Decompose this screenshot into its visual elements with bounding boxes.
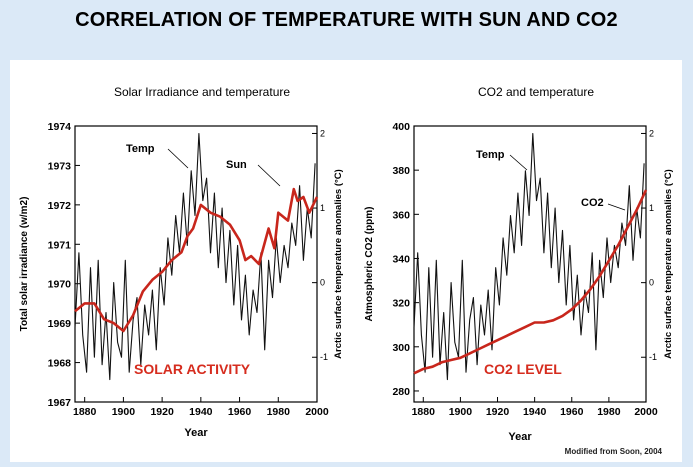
leader-temp <box>167 148 189 169</box>
y-tick-label: 1973 <box>48 160 72 172</box>
y-tick-label: 400 <box>392 121 410 133</box>
annotation-solar-activity: SOLAR ACTIVITY <box>134 361 251 377</box>
x-tick-label: 1880 <box>412 406 436 418</box>
y-axis-label: Atmospheric CO2 (ppm) <box>364 206 375 321</box>
chart-title: Solar Irradiance and temperature <box>114 85 290 99</box>
series-sun-line <box>74 187 319 333</box>
series-layer <box>413 132 648 381</box>
x-tick-label: 1940 <box>523 406 547 418</box>
y-tick-label: 1968 <box>48 358 72 370</box>
x-axis-label: Year <box>508 431 532 443</box>
series-temp-line <box>74 132 316 381</box>
y2-axis-label: Arctic surface temperature anomalies (°C… <box>333 169 344 359</box>
x-tick-label: 1960 <box>228 406 252 418</box>
chart-title: CO2 and temperature <box>478 85 594 99</box>
annotation-co2-level: CO2 LEVEL <box>484 361 562 377</box>
y-tick-label: 320 <box>392 298 410 310</box>
co2-chart: CO2 and temperature 1880 1900 1920 1940 1960… <box>364 85 674 443</box>
y-tick-label: 1972 <box>48 200 72 212</box>
series-layer <box>74 132 319 381</box>
x-axis-label: Year <box>184 427 208 439</box>
series-label-sun: Sun <box>226 159 247 171</box>
leader-temp <box>509 154 528 171</box>
y-tick-label: 300 <box>392 342 410 354</box>
leader-co2 <box>607 203 626 211</box>
y2-tick-label: 1 <box>649 203 654 213</box>
x-tick-label: 1980 <box>597 406 621 418</box>
axis-ticks: 1880 1900 1920 1940 1960 1980 2000 280 300 320 340… <box>392 121 657 418</box>
x-tick-label: 1880 <box>73 406 97 418</box>
y2-tick-label: 1 <box>320 203 325 213</box>
y-tick-label: 1970 <box>48 279 72 291</box>
y2-tick-label: -1 <box>649 352 657 362</box>
y2-tick-label: -1 <box>320 352 328 362</box>
y-axis-label: Total solar irradiance (w/m2) <box>19 197 30 332</box>
y2-tick-label: 0 <box>320 278 325 288</box>
axis-ticks: 1880 1900 1920 1940 1960 1980 2000 1967 1968 1969… <box>48 121 329 418</box>
x-tick-label: 1920 <box>150 406 174 418</box>
y-tick-label: 360 <box>392 209 410 221</box>
x-tick-label: 1900 <box>449 406 473 418</box>
y2-tick-label: 2 <box>649 128 654 138</box>
x-tick-label: 2000 <box>634 406 658 418</box>
plot-frame <box>413 125 647 403</box>
series-co2-line <box>413 189 648 375</box>
series-label-temp: Temp <box>476 149 505 161</box>
y-tick-label: 1969 <box>48 318 72 330</box>
page-header: CORRELATION OF TEMPERATURE WITH SUN AND … <box>0 0 693 40</box>
series-temp-line <box>413 132 645 381</box>
x-tick-label: 1940 <box>189 406 213 418</box>
x-tick-label: 2000 <box>305 406 329 418</box>
y-tick-label: 1971 <box>48 239 72 251</box>
y-tick-label: 280 <box>392 386 410 398</box>
y-tick-label: 1974 <box>48 121 72 133</box>
y2-axis-label: Arctic surface temperature anomalies (°C… <box>663 169 674 359</box>
series-label-co2: CO2 <box>581 197 604 209</box>
y2-tick-label: 2 <box>320 128 325 138</box>
series-label-temp: Temp <box>126 143 155 155</box>
y-tick-label: 340 <box>392 253 410 265</box>
x-tick-label: 1900 <box>112 406 136 418</box>
y-tick-label: 1967 <box>48 397 72 409</box>
x-tick-label: 1980 <box>267 406 291 418</box>
x-tick-label: 1920 <box>486 406 510 418</box>
page-title: CORRELATION OF TEMPERATURE WITH SUN AND … <box>75 8 618 31</box>
y2-tick-label: 0 <box>649 278 654 288</box>
x-tick-label: 1960 <box>560 406 584 418</box>
plot-frame <box>74 125 318 403</box>
y-tick-label: 380 <box>392 165 410 177</box>
charts-panel: Solar Irradiance and temperature 1880 190… <box>10 60 682 462</box>
solar-chart: Solar Irradiance and temperature 1880 190… <box>19 85 344 439</box>
source-credit: Modified from Soon, 2004 <box>564 447 662 456</box>
leader-sun <box>257 164 281 187</box>
